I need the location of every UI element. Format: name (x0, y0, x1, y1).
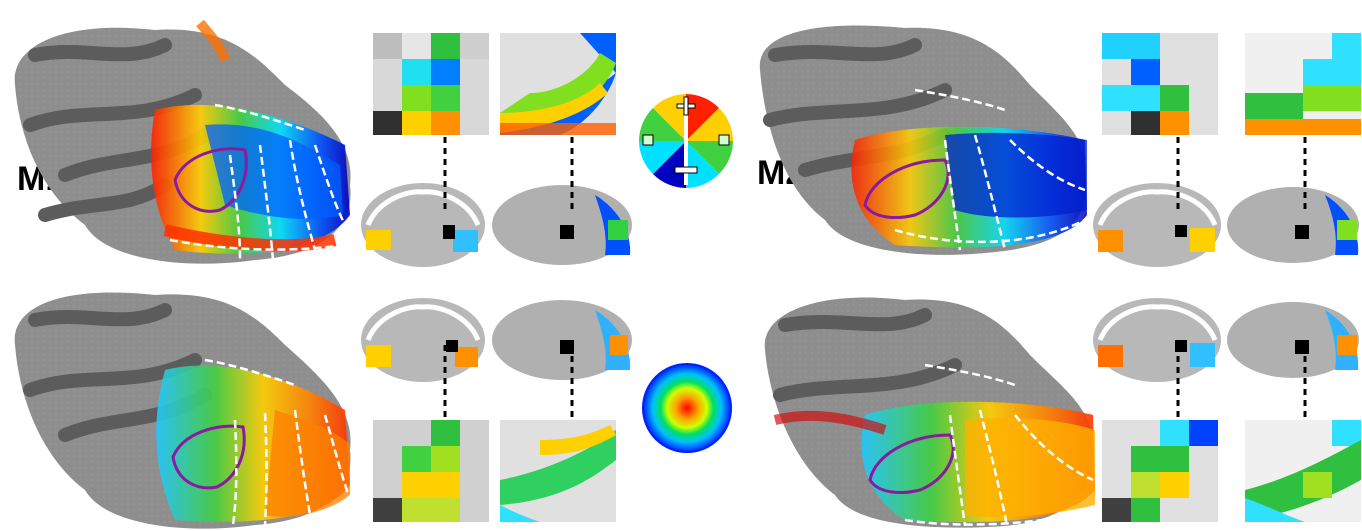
voxel-zoom-m1-eccentricity-coronal (373, 420, 489, 522)
square-icon (642, 134, 654, 146)
slice-m2-polar-sagittal (1225, 180, 1362, 270)
plus-icon (683, 96, 689, 116)
surface-m2-eccentricity (755, 290, 1100, 531)
roi-outline (863, 158, 950, 219)
roi-outline (868, 433, 955, 494)
polar-angle-legend (637, 92, 735, 190)
slice-m1-eccentricity-coronal (358, 295, 488, 385)
voxel-zoom-m2-polar-coronal (1102, 33, 1218, 135)
slice-m2-polar-coronal (1090, 180, 1225, 270)
surface-m2-polar (745, 20, 1095, 260)
square-icon (718, 134, 730, 146)
slice-m1-polar-sagittal (490, 180, 635, 275)
slice-m2-eccentricity-coronal (1090, 295, 1225, 385)
voxel-zoom-m2-eccentricity-coronal (1102, 420, 1218, 522)
roi-outline (173, 147, 248, 213)
slice-m1-eccentricity-sagittal (490, 295, 635, 390)
slice-m1-polar-coronal (358, 180, 488, 270)
surface-m1-polar (5, 15, 355, 270)
minus-icon (674, 166, 698, 174)
surface-m1-eccentricity (5, 285, 355, 531)
voxel-zoom-m1-polar-sagittal (500, 33, 616, 135)
voxel-zoom-m1-polar-coronal (373, 33, 489, 135)
voxel-zoom-m2-eccentricity-sagittal (1245, 420, 1361, 522)
roi-outline (171, 424, 246, 490)
voxel-zoom-m1-eccentricity-sagittal (500, 420, 616, 522)
slice-m2-eccentricity-sagittal (1225, 295, 1362, 385)
voxel-zoom-m2-polar-sagittal (1245, 33, 1361, 135)
eccentricity-legend (641, 362, 733, 454)
